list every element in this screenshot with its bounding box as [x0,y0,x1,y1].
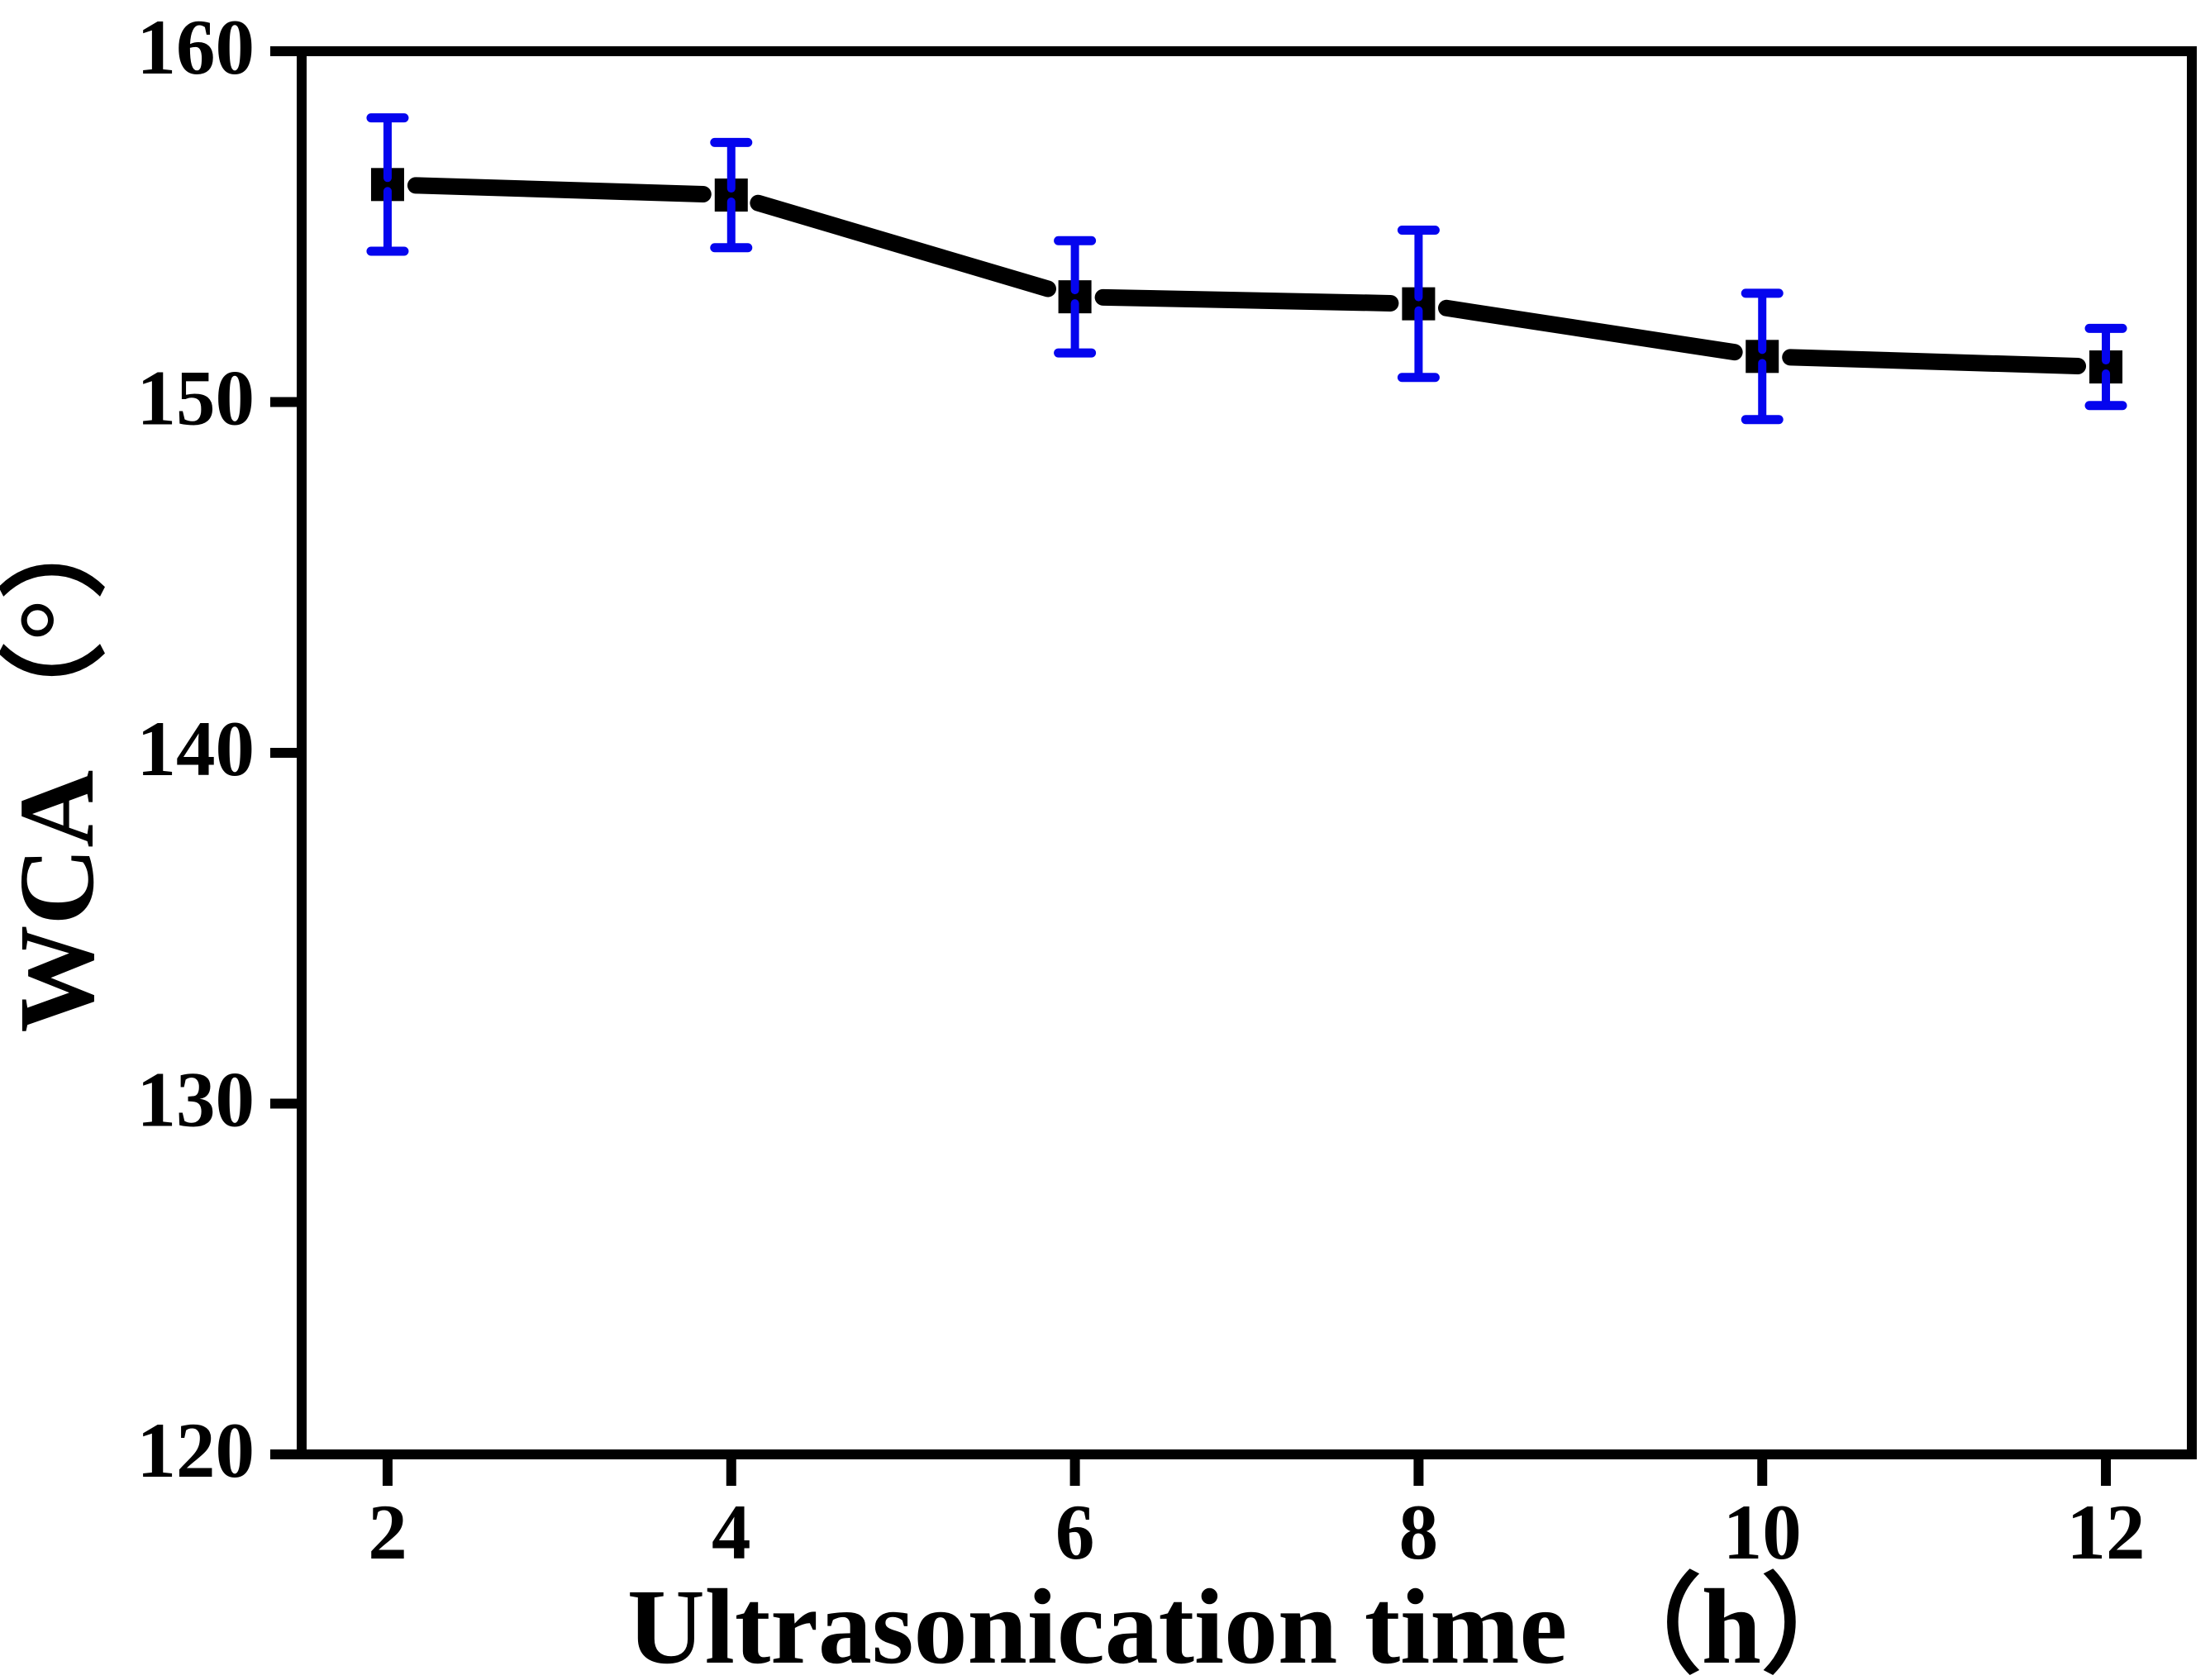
x-tick-label: 2 [368,1488,407,1576]
y-tick-label: 140 [137,705,255,792]
y-tick-label: 130 [137,1056,255,1144]
series-line-segment [750,194,1056,297]
y-tick-label: 150 [137,355,255,442]
series-line-segment [1782,349,2087,375]
plot-area: 120 130 140 150 160 2 4 6 8 10 12 [137,3,2197,1576]
x-axis-title: Ultrasonication time （h） [627,1568,1869,1680]
series-line-segment [1094,288,1399,312]
plot-frame [297,46,2197,1459]
x-tick-label: 8 [1399,1488,1439,1576]
y-tick-label: 160 [137,3,255,91]
y-axis-title: WCA （°） [0,491,117,1032]
x-tick-label: 12 [2067,1488,2146,1576]
x-tick-label: 6 [1055,1488,1095,1576]
y-tick-label: 120 [137,1406,255,1494]
x-tick-label: 10 [1723,1488,1802,1576]
x-tick-label: 4 [712,1488,751,1576]
series-line-segment [1438,299,1743,361]
series-line-segment [407,177,712,203]
